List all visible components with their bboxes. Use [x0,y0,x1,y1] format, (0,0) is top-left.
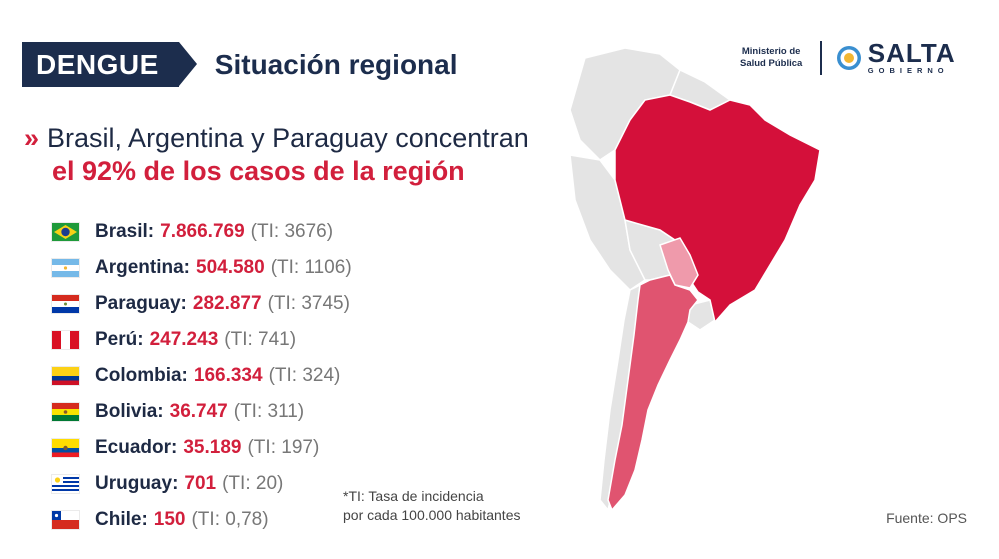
source-label: Fuente: OPS [886,510,967,526]
country-ti: (TI: 20) [222,473,284,494]
country-name: Colombia: [95,365,188,386]
brazil-flag-icon [52,223,79,241]
country-name: Argentina: [95,257,190,278]
country-name: Paraguay: [95,293,187,314]
country-name: Uruguay: [95,473,179,494]
list-item: Paraguay: 282.877 (TI: 3745) [52,286,352,322]
country-cases: 247.243 [149,329,219,350]
country-name: Perú: [95,329,144,350]
country-cases: 701 [184,473,217,494]
headline: » Brasil, Argentina y Paraguay concentran… [24,122,529,188]
map-paraguay [659,237,699,289]
country-cases: 35.189 [183,437,242,458]
colombia-flag-icon [52,367,79,385]
country-cases: 504.580 [196,257,265,278]
chile-flag-icon [52,511,79,529]
footnote-line2: por cada 100.000 habitantes [343,507,521,523]
paraguay-flag-icon [52,295,79,313]
salta-logo: SALTA GOBIERNO [836,40,956,76]
list-item: Brasil: 7.866.769 (TI: 3676) [52,214,352,250]
country-cases: 282.877 [192,293,262,314]
footnote: *TI: Tasa de incidencia por cada 100.000… [343,487,520,525]
country-ti: (TI: 3745) [267,293,350,314]
logo-divider [820,41,822,75]
footnote-line1: *TI: Tasa de incidencia [343,488,484,504]
sun-emblem-icon [836,46,861,70]
list-item: Ecuador: 35.189 (TI: 197) [52,430,352,466]
list-item: Uruguay: 701 (TI: 20) [52,466,352,502]
ecuador-flag-icon [52,439,79,457]
list-item: Perú: 247.243 (TI: 741) [52,322,352,358]
headline-line2: el 92% de los casos de la región [52,156,465,186]
country-ti: (TI: 324) [268,365,341,386]
uruguay-flag-icon [52,475,79,493]
country-ti: (TI: 311) [233,401,305,422]
country-ti: (TI: 0,78) [191,509,269,530]
headline-line1: Brasil, Argentina y Paraguay concentran [47,123,529,153]
south-america-map [569,47,821,512]
dengue-tag: DENGUE [22,42,197,87]
country-ti: (TI: 741) [224,329,297,350]
country-name: Chile: [95,509,148,530]
country-cases: 36.747 [169,401,228,422]
list-item: Chile: 150 (TI: 0,78) [52,502,352,538]
country-name: Ecuador: [95,437,178,458]
peru-flag-icon [52,331,79,349]
country-cases: 166.334 [193,365,263,386]
country-ti: (TI: 1106) [270,257,352,278]
page-subtitle: Situación regional [214,48,458,80]
country-cases: 150 [153,509,186,530]
bolivia-flag-icon [52,403,79,421]
country-name: Bolivia: [95,401,164,422]
map-argentina [607,274,699,512]
country-cases: 7.866.769 [160,221,245,242]
ministry-line2: Salud Pública [740,58,803,69]
country-ti: (TI: 197) [247,437,320,458]
logos: Ministerio de Salud Pública SALTA GOBIER… [740,40,956,76]
list-item: Colombia: 166.334 (TI: 324) [52,358,352,394]
list-item: Argentina: 504.580 (TI: 1106) [52,250,352,286]
chevron-icon: » [24,123,40,153]
argentina-flag-icon [52,259,79,277]
list-item: Bolivia: 36.747 (TI: 311) [52,394,352,430]
country-list: Brasil: 7.866.769 (TI: 3676) Argentina: … [52,214,352,538]
salta-wordmark: SALTA [867,38,956,68]
header-tag: DENGUE Situación regional [22,42,458,87]
country-name: Brasil: [95,221,155,242]
ministry-line1: Ministerio de [741,46,801,57]
gobierno-wordmark: GOBIERNO [867,66,949,75]
ministry-logo: Ministerio de Salud Pública [740,46,802,70]
country-ti: (TI: 3676) [250,221,334,242]
